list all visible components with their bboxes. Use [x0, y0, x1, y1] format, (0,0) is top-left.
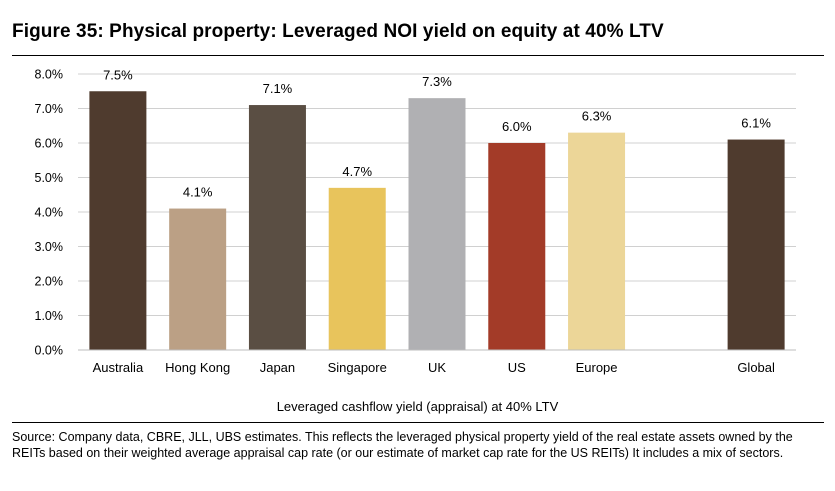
caption-rule [12, 422, 824, 423]
data-label: 6.3% [582, 109, 612, 124]
data-label: 7.3% [422, 74, 452, 89]
y-tick-label: 3.0% [35, 240, 64, 254]
bar-hong-kong [169, 208, 227, 350]
x-axis: Australia Hong Kong Japan Singapore UK US Euro… [78, 349, 796, 375]
bar-japan [248, 105, 306, 350]
title-rule [12, 55, 824, 56]
source-note: Source: Company data, CBRE, JLL, UBS est… [12, 430, 793, 460]
bar-us [488, 143, 546, 350]
data-label: 4.1% [183, 185, 213, 200]
bar-europe [568, 132, 626, 350]
x-tick-label: Global [737, 360, 775, 375]
x-axis-caption: Leveraged cashflow yield (appraisal) at … [276, 399, 559, 414]
y-tick-label: 0.0% [35, 344, 64, 358]
x-tick-label: UK [428, 360, 446, 375]
bar-singapore [328, 187, 386, 350]
x-tick-label: US [508, 360, 526, 375]
y-tick-label: 5.0% [35, 171, 64, 185]
data-labels: 7.5% 4.1% 7.1% 4.7% 7.3% 6.0% 6.3% 6.1% [103, 67, 771, 199]
y-tick-label: 2.0% [35, 275, 64, 289]
bar-global [727, 139, 785, 350]
x-tick-label: Europe [576, 360, 618, 375]
y-axis: 0.0% 1.0% 2.0% 3.0% 4.0% 5.0% 6.0% 7.0% 8.0% [35, 68, 64, 358]
y-tick-label: 7.0% [35, 102, 64, 116]
data-label: 6.0% [502, 119, 532, 134]
data-label: 4.7% [342, 164, 372, 179]
y-tick-label: 4.0% [35, 206, 64, 220]
x-tick-label: Japan [260, 360, 295, 375]
x-tick-label: Australia [93, 360, 144, 375]
data-label: 6.1% [741, 116, 771, 131]
y-tick-label: 8.0% [35, 68, 64, 82]
chart-title: Figure 35: Physical property: Leveraged … [12, 21, 664, 42]
y-tick-label: 1.0% [35, 309, 64, 323]
bar-uk [408, 98, 466, 351]
x-tick-label: Hong Kong [165, 360, 230, 375]
data-label: 7.1% [263, 81, 293, 96]
x-tick-label: Singapore [328, 360, 387, 375]
bar-australia [89, 91, 147, 350]
bar-chart: 0.0% 1.0% 2.0% 3.0% 4.0% 5.0% 6.0% 7.0% 8.0% 7.5… [35, 67, 796, 375]
bars [89, 91, 785, 351]
data-label: 7.5% [103, 67, 133, 82]
y-tick-label: 6.0% [35, 137, 64, 151]
